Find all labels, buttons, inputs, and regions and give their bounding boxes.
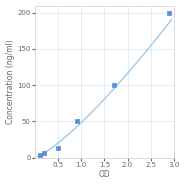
X-axis label: OD: OD bbox=[99, 170, 110, 179]
Point bbox=[75, 120, 78, 123]
Point bbox=[112, 84, 115, 87]
Point bbox=[43, 152, 46, 154]
Y-axis label: Concentration (ng/ml): Concentration (ng/ml) bbox=[6, 39, 15, 124]
Point bbox=[38, 154, 41, 157]
Point bbox=[168, 11, 171, 14]
Point bbox=[57, 147, 60, 150]
